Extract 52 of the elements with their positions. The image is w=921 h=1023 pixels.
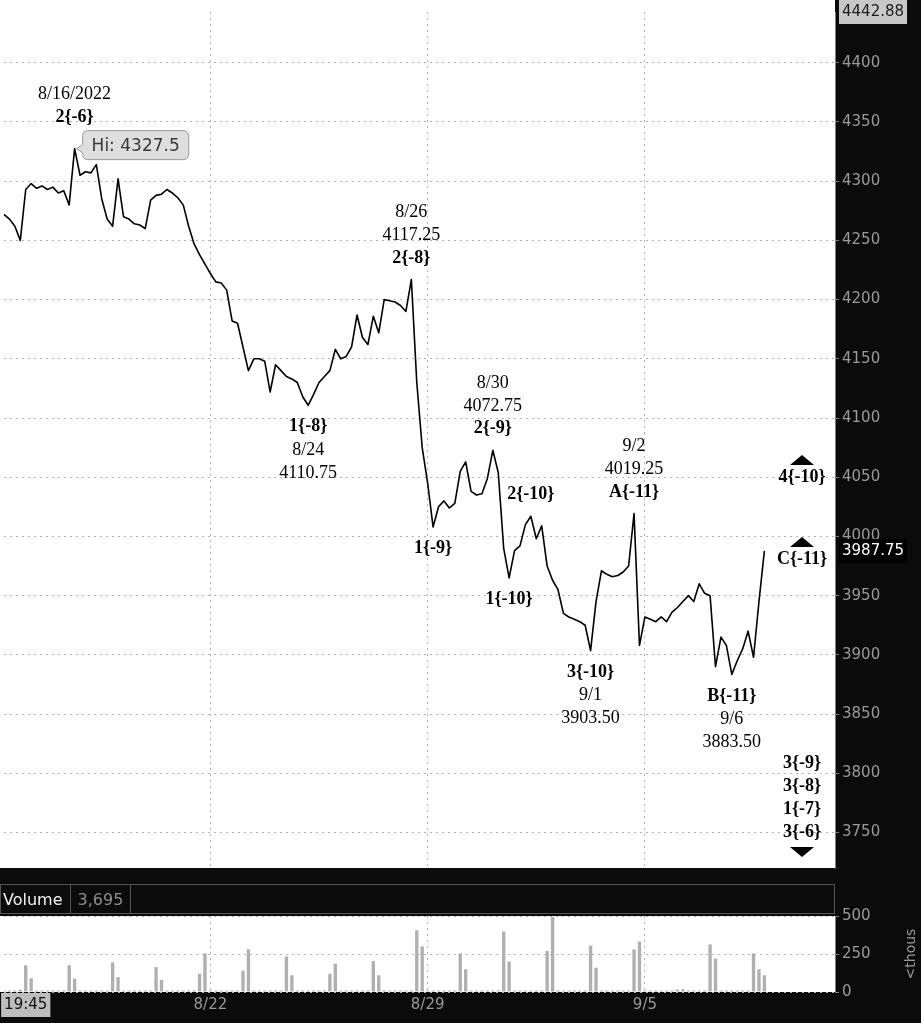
y-tick-label: 4350 [842,111,881,130]
y-tick-label: 3950 [842,585,881,604]
y-tick-label: 4400 [842,52,881,71]
x-tick-label: 8/29 [410,994,445,1013]
y-tick-label: 250 [842,943,871,962]
bar [371,961,376,992]
y-tick-label: 4100 [842,407,881,426]
data-label: Hi: 4327.5 [91,134,180,155]
y-tick-label: 4442.88 [842,1,905,20]
y-tick-label: 3800 [842,763,881,782]
annotation: 8/24 4110.75 [279,438,338,482]
annotation: 9/2 4019.25 [604,434,664,478]
y-tick-label: 3900 [842,644,881,663]
annotation: 2{-10} [507,483,555,504]
y-tick-label: 3987.75 [842,540,905,559]
bar [24,965,28,992]
y-tick-label: 4200 [842,289,881,308]
y-tick-label: 4300 [842,171,881,190]
bar [594,967,598,992]
annotation: A{-11} [608,480,660,501]
x-tick-label: 8/22 [193,994,228,1013]
annotation: 2{-6} [55,105,94,126]
annotation: 8/30 4072.75 [463,371,523,415]
x-tick-label: 19:45 [4,994,48,1013]
annotation: 3{-9} 3{-8} 1{-7} 3{-6} [782,752,822,842]
y-tick-label: 4250 [842,230,881,249]
annotation: 4{-10} [778,465,826,486]
annotation: 1{-10} [485,588,533,609]
bar [762,975,767,992]
annotation: B{-11} [707,684,757,705]
y-tick-label: 4150 [842,348,881,367]
y-tick-label: 3850 [842,703,881,722]
y-axis-title: <thous [901,928,918,980]
annotation: 1{-9} [413,537,453,558]
annotation: 9/1 3903.50 [561,683,620,727]
annotation: C{-11} [776,547,828,568]
y-tick-label: 3750 [842,822,881,841]
y-tick-label: 4050 [842,467,881,486]
chart-title: Volume [1,885,71,913]
annotation: 9/6 3883.50 [702,707,762,751]
bar [72,978,77,992]
x-tick-label: 9/5 [632,994,657,1013]
chart-subtitle: 3,695 [70,885,132,913]
annotation: 2{-8} [392,246,431,267]
annotation: 8/16/2022 [38,82,112,103]
y-tick-label: 0 [842,981,852,1000]
y-tick-label: 500 [842,905,871,924]
annotation: 2{-9} [473,417,512,438]
bar [197,973,202,992]
annotation: 3{-10} [566,660,615,681]
annotation: 1{-8} [289,415,328,436]
annotation: 8/26 4117.25 [382,200,441,244]
